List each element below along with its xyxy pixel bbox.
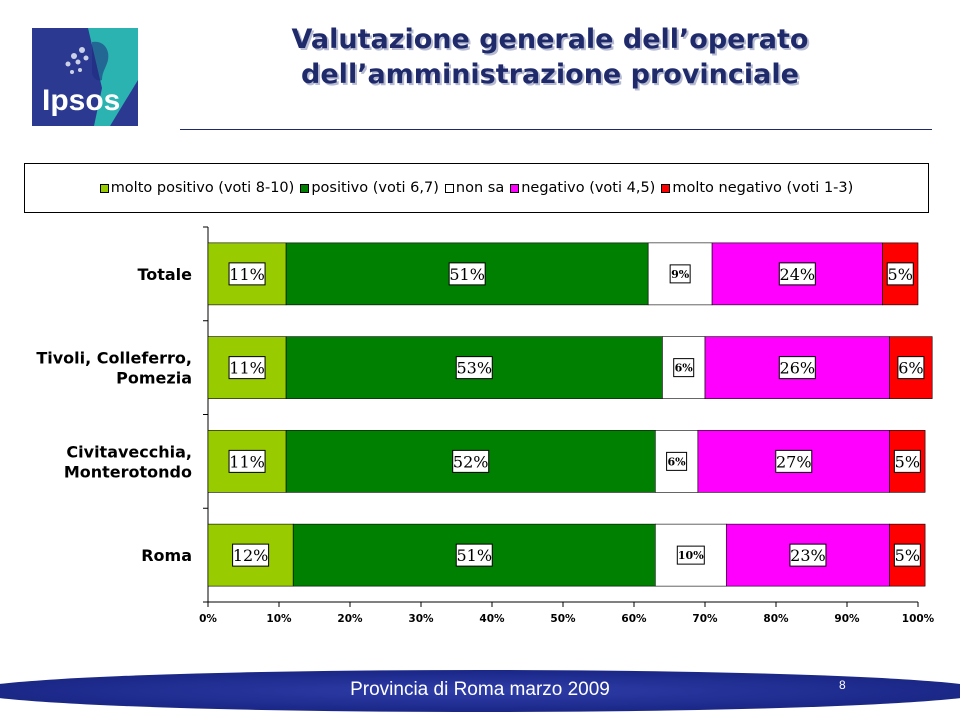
data-label-box: [228, 356, 266, 380]
data-label-box: [775, 449, 813, 473]
title-line-1: Valutazione generale dell’operato: [291, 24, 809, 55]
legend-swatch: [444, 183, 454, 193]
data-label: 5%: [895, 452, 920, 471]
data-label: 6%: [668, 455, 687, 468]
data-label: 6%: [675, 362, 694, 375]
legend-label: non sa: [455, 180, 505, 196]
stacked-bar-chart: 0% 10% 20% 30% 40% 50% 60% 70% 80% 90% 100% Totale T…: [36, 226, 935, 625]
footer-text: Provincia di Roma marzo 2009: [350, 679, 610, 700]
legend-label: positivo (voti 6,7): [311, 180, 439, 196]
chart-legend: molto positivo (voti 8-10) positivo (voti…: [24, 163, 929, 213]
data-label: 52%: [453, 452, 489, 471]
x-tick-label: 20%: [337, 613, 363, 625]
x-tick-label: 50%: [550, 613, 576, 625]
legend-swatch: [300, 183, 310, 193]
data-label: 23%: [790, 546, 826, 565]
logo-text: Ipsos: [42, 84, 120, 117]
data-label-box: [666, 451, 688, 471]
page-number: 8: [839, 678, 846, 692]
data-label-box: [778, 356, 816, 380]
data-label: 5%: [895, 546, 920, 565]
data-label-box: [673, 358, 695, 378]
data-label: 11%: [229, 452, 265, 471]
legend-label: negativo (voti 4,5): [521, 180, 656, 196]
data-label: 5%: [888, 265, 913, 284]
legend-item: molto positivo (voti 8-10): [99, 180, 295, 196]
data-label: 26%: [780, 359, 816, 378]
category-label: Totale: [137, 265, 192, 284]
legend-swatch: [661, 183, 671, 193]
x-tick-label: 30%: [408, 613, 434, 625]
data-label: 12%: [233, 546, 269, 565]
data-label: 24%: [780, 265, 816, 284]
footer-band: [0, 670, 960, 712]
title-divider: [180, 129, 932, 130]
data-label: 9%: [671, 268, 690, 281]
data-label-box: [455, 543, 493, 567]
legend-swatch: [510, 183, 520, 193]
data-label: 51%: [449, 265, 485, 284]
data-label-box: [228, 449, 266, 473]
x-tick-label: 70%: [692, 613, 718, 625]
data-label-box: [232, 543, 270, 567]
legend-swatch: [99, 183, 109, 193]
data-label-box: [893, 449, 921, 473]
x-tick-label: 60%: [621, 613, 647, 625]
data-label-box: [789, 543, 827, 567]
data-label-box: [778, 262, 816, 286]
legend-label: molto negativo (voti 1-3): [672, 180, 854, 196]
category-label: Roma: [141, 546, 192, 565]
x-tick-label: 90%: [834, 613, 860, 625]
category-label: Civitavecchia, Monterotondo: [64, 442, 192, 481]
x-tick-label: 40%: [479, 613, 505, 625]
data-label-box: [669, 264, 691, 284]
data-label-box: [676, 545, 705, 565]
data-label-box: [893, 543, 921, 567]
data-label: 6%: [898, 359, 923, 378]
x-tick-label: 10%: [266, 613, 292, 625]
data-label-box: [897, 356, 925, 380]
x-tick-label: 0%: [199, 613, 217, 625]
data-label-box: [448, 262, 486, 286]
data-label: 53%: [456, 359, 492, 378]
category-label: Tivoli, Colleferro, Pomezia: [36, 349, 192, 388]
legend-label: molto positivo (voti 8-10): [110, 180, 295, 196]
data-label-box: [452, 449, 490, 473]
data-label-box: [455, 356, 493, 380]
legend-item: non sa: [444, 180, 505, 196]
ipsos-logo: Ipsos: [32, 28, 138, 126]
legend-item: positivo (voti 6,7): [300, 180, 439, 196]
data-label: 10%: [678, 549, 704, 562]
data-label: 51%: [456, 546, 492, 565]
title-line-2: dell’amministrazione provinciale: [301, 59, 799, 90]
legend-item: molto negativo (voti 1-3): [661, 180, 853, 196]
data-label-box: [886, 262, 914, 286]
x-tick-label: 80%: [763, 613, 789, 625]
page-title: Valutazione generale dell’operato dell’a…: [180, 22, 920, 92]
data-label: 27%: [776, 452, 812, 471]
x-tick-label: 100%: [902, 613, 935, 625]
data-label: 11%: [229, 265, 265, 284]
data-label-box: [228, 262, 266, 286]
data-label: 11%: [229, 359, 265, 378]
legend-item: negativo (voti 4,5): [510, 180, 655, 196]
